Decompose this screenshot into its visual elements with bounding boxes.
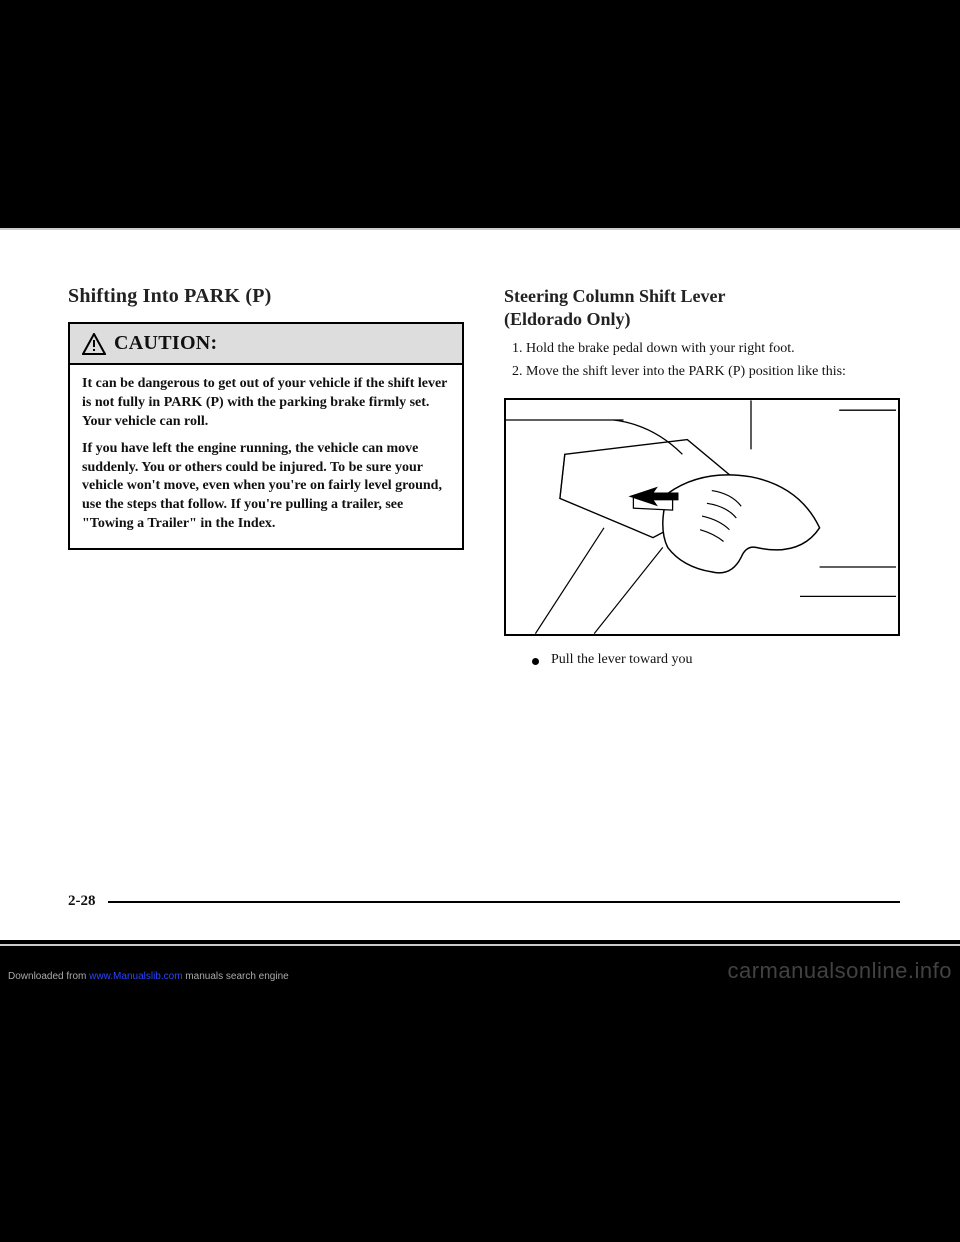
page-number: 2-28 bbox=[68, 893, 96, 910]
caution-paragraph-2: If you have left the engine running, the… bbox=[82, 440, 450, 534]
download-link[interactable]: www.Manualslib.com bbox=[89, 971, 182, 982]
heading-steering-column: Steering Column Shift Lever (Eldorado On… bbox=[504, 285, 900, 330]
caution-header: CAUTION: bbox=[70, 324, 462, 365]
step-2: Move the shift lever into the PARK (P) p… bbox=[526, 361, 900, 382]
warning-triangle-icon bbox=[82, 333, 106, 355]
caution-label: CAUTION: bbox=[114, 332, 218, 355]
bullet-text: Pull the lever toward you bbox=[551, 652, 693, 668]
heading-line-1: Steering Column Shift Lever bbox=[504, 286, 725, 306]
heading-shifting-into-park: Shifting Into PARK (P) bbox=[68, 285, 464, 308]
bullet-dot-icon bbox=[532, 658, 539, 665]
download-source-text: Downloaded from www.Manualslib.com manua… bbox=[8, 971, 289, 982]
heading-line-2: (Eldorado Only) bbox=[504, 309, 631, 329]
illustration-shift-lever bbox=[504, 398, 900, 636]
right-column: Steering Column Shift Lever (Eldorado On… bbox=[504, 285, 900, 863]
scanner-bottom-line bbox=[0, 944, 960, 946]
download-prefix: Downloaded from bbox=[8, 971, 89, 982]
page-footer: 2-28 bbox=[68, 893, 900, 910]
caution-body: It can be dangerous to get out of your v… bbox=[70, 365, 462, 548]
caution-box: CAUTION: It can be dangerous to get out … bbox=[68, 322, 464, 550]
footer-rule bbox=[108, 901, 901, 903]
left-column: Shifting Into PARK (P) CAUTION: It can b… bbox=[68, 285, 464, 863]
steps-list: Hold the brake pedal down with your righ… bbox=[504, 338, 900, 382]
illustration-svg bbox=[506, 400, 898, 634]
page: Shifting Into PARK (P) CAUTION: It can b… bbox=[0, 230, 960, 940]
step-1: Hold the brake pedal down with your righ… bbox=[526, 338, 900, 359]
watermark: carmanualsonline.info bbox=[727, 958, 952, 984]
download-suffix: manuals search engine bbox=[183, 971, 289, 982]
caution-paragraph-1: It can be dangerous to get out of your v… bbox=[82, 375, 450, 432]
bullet-item: Pull the lever toward you bbox=[504, 652, 900, 668]
two-column-layout: Shifting Into PARK (P) CAUTION: It can b… bbox=[68, 285, 900, 863]
